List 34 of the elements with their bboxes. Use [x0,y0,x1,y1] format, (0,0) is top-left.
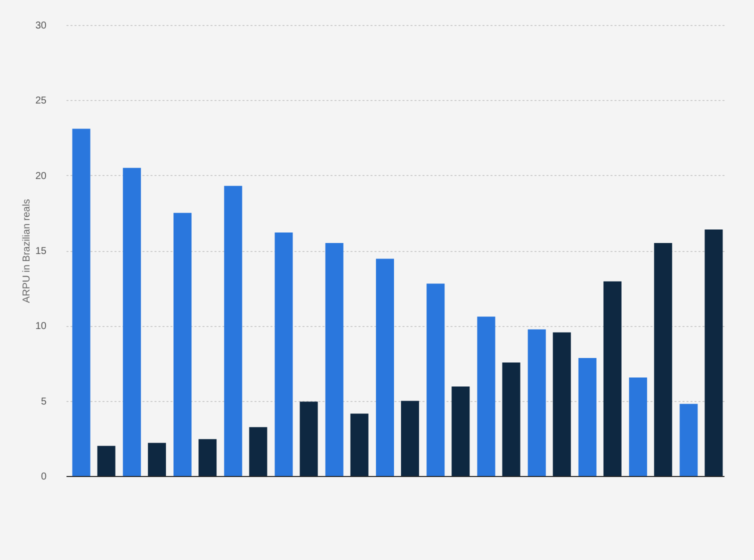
bar [72,128,90,476]
y-tick-label: 5 [40,396,47,408]
bar [578,358,596,476]
bar [477,316,496,476]
bar [704,229,723,476]
y-axis-title: ARPU in Brazilian reals [21,199,32,303]
bar [325,242,344,476]
bar [224,186,242,476]
bar [249,427,268,476]
bar [654,242,672,476]
bar [174,212,192,476]
bar [198,439,217,476]
bar [350,414,368,476]
y-tick-label: 30 [35,20,47,32]
y-tick-label: 15 [35,246,47,257]
bar [274,232,293,476]
bar [552,332,571,476]
y-tick-label: 20 [35,170,47,182]
bar [528,329,546,476]
y-tick-label: 0 [40,472,47,482]
bar [426,284,445,476]
bar [452,386,470,476]
bar [401,400,420,476]
bar [603,281,622,476]
bar [680,404,698,476]
bar [376,258,394,476]
bar [300,402,318,476]
bar [629,378,648,476]
y-tick-label: 25 [35,96,47,107]
bar [148,442,166,476]
y-tick-label: 10 [35,321,47,332]
bar [122,168,141,476]
bar [97,446,116,476]
bar [502,362,520,476]
